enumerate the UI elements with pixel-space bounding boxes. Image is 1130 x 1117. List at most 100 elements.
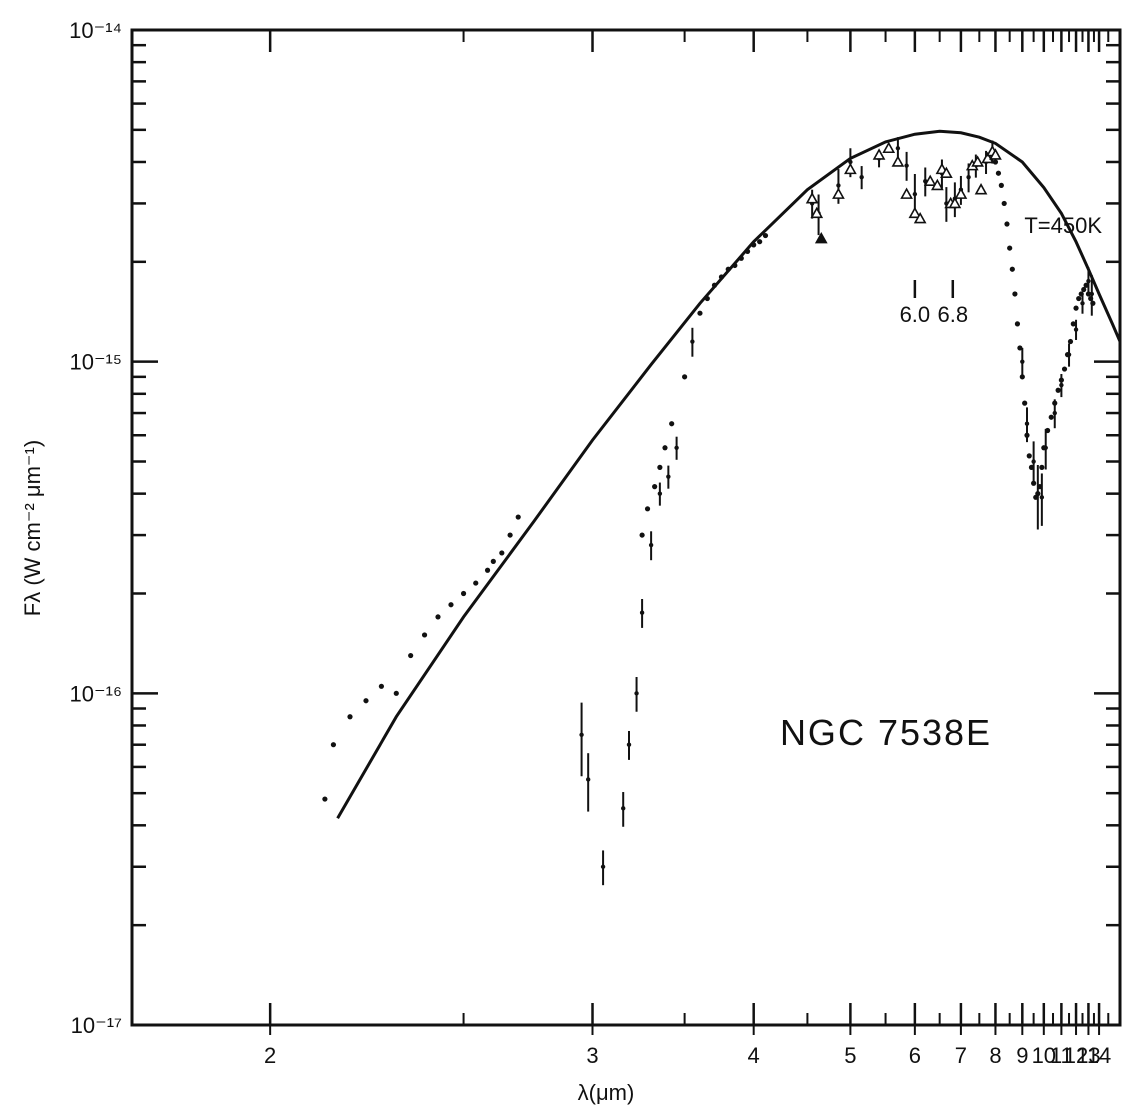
data-point (421, 632, 428, 638)
data-point (1004, 221, 1010, 227)
error-bar-point (1035, 491, 1041, 496)
triangle-point (900, 187, 913, 199)
data-point (738, 255, 744, 261)
x-tick-label: 8 (989, 1043, 1001, 1068)
error-bar-point (848, 159, 853, 165)
data-point (1014, 321, 1021, 327)
data-point (639, 532, 645, 538)
error-bar-point (666, 474, 671, 479)
data-point (1009, 266, 1015, 272)
error-bar-point (600, 864, 606, 869)
y-axis-label: Fλ (W cm⁻² μm⁻¹) (20, 440, 45, 616)
plot-frame (130, 28, 1122, 1027)
data-point (751, 242, 757, 248)
data-point (1083, 282, 1089, 288)
data-point (697, 310, 703, 316)
error-bar-point (1073, 327, 1079, 332)
triangle-point (971, 155, 984, 167)
data-point (1007, 245, 1013, 251)
data-point (499, 550, 505, 556)
x-tick-label: 2 (264, 1043, 276, 1068)
curve-label: T=450K (1024, 213, 1102, 238)
x-tick-label: 10 (1032, 1043, 1056, 1068)
data-point (1076, 295, 1082, 302)
data-point (435, 614, 441, 620)
error-bar-point (657, 491, 663, 496)
x-tick-label: 5 (844, 1043, 856, 1068)
data-point (1017, 345, 1023, 351)
error-bar-point (634, 691, 639, 696)
error-bar-point (904, 163, 909, 168)
error-bar-point (639, 610, 645, 615)
x-tick-label: 13 (1076, 1043, 1100, 1068)
error-bar-point (912, 191, 918, 197)
triangle-point (913, 211, 927, 224)
error-bar-point (1086, 278, 1091, 284)
data-point (995, 170, 1002, 176)
triangle-point (844, 162, 857, 175)
error-bar-point (1039, 495, 1045, 500)
triangle-point (989, 148, 1002, 160)
error-bar-point (579, 732, 584, 737)
triangle-point (923, 174, 937, 187)
data-point (992, 159, 999, 165)
data-point (1073, 305, 1079, 311)
data-point (732, 262, 738, 269)
data-point (1070, 321, 1076, 327)
error-bar-point (1024, 421, 1030, 426)
data-point (662, 445, 668, 451)
x-tick-label: 3 (586, 1043, 598, 1068)
error-bar-point (836, 183, 841, 188)
error-bar-point (1059, 382, 1064, 388)
data-point (473, 580, 479, 586)
x-tick-label: 11 (1050, 1043, 1073, 1068)
data-point (1061, 366, 1068, 372)
error-bar-point (621, 806, 626, 811)
feature-label: 6.0 (900, 302, 931, 327)
data-point (484, 567, 491, 573)
x-tick-label: 4 (748, 1043, 760, 1068)
data-point (1081, 286, 1087, 293)
x-tick-label: 12 (1064, 1043, 1088, 1068)
error-bar-point (1031, 459, 1036, 464)
error-bar-point (690, 339, 695, 344)
data-point (507, 532, 513, 538)
data-point (448, 602, 454, 608)
data-point (657, 464, 663, 470)
data-point (1012, 291, 1018, 297)
data-point (1022, 400, 1028, 406)
triangle-point (974, 183, 988, 195)
data-point (408, 652, 414, 659)
object-label: NGC 7538E (780, 712, 992, 753)
data-point (682, 374, 688, 380)
error-bar-point (1066, 352, 1072, 357)
x-tick-label: 6 (909, 1043, 921, 1068)
data-point (1026, 453, 1032, 459)
triangle-point (832, 187, 845, 199)
error-bar-point (1052, 410, 1057, 416)
triangle-point (882, 141, 896, 154)
error-bar-point (895, 146, 901, 151)
data-point (490, 558, 496, 564)
data-point (725, 266, 731, 272)
error-bar-point (859, 174, 864, 180)
error-bar-point (674, 445, 679, 450)
triangle-point (805, 192, 819, 204)
data-point (347, 714, 353, 720)
triangle-point (908, 206, 922, 219)
y-tick-label: 10⁻¹⁷ (71, 1013, 122, 1038)
data-point (757, 239, 763, 245)
x-axis-label: λ(μm) (578, 1080, 635, 1105)
x-tick-label: 7 (955, 1043, 967, 1068)
data-point (1039, 464, 1045, 470)
triangle-point (954, 187, 968, 199)
data-point (652, 484, 658, 490)
data-point (322, 796, 328, 802)
data-point (1001, 200, 1007, 207)
data-point (1048, 414, 1054, 420)
data-point (393, 690, 399, 696)
error-bar-point (585, 777, 591, 782)
triangle-point (872, 148, 886, 160)
error-bar-point (648, 542, 654, 548)
